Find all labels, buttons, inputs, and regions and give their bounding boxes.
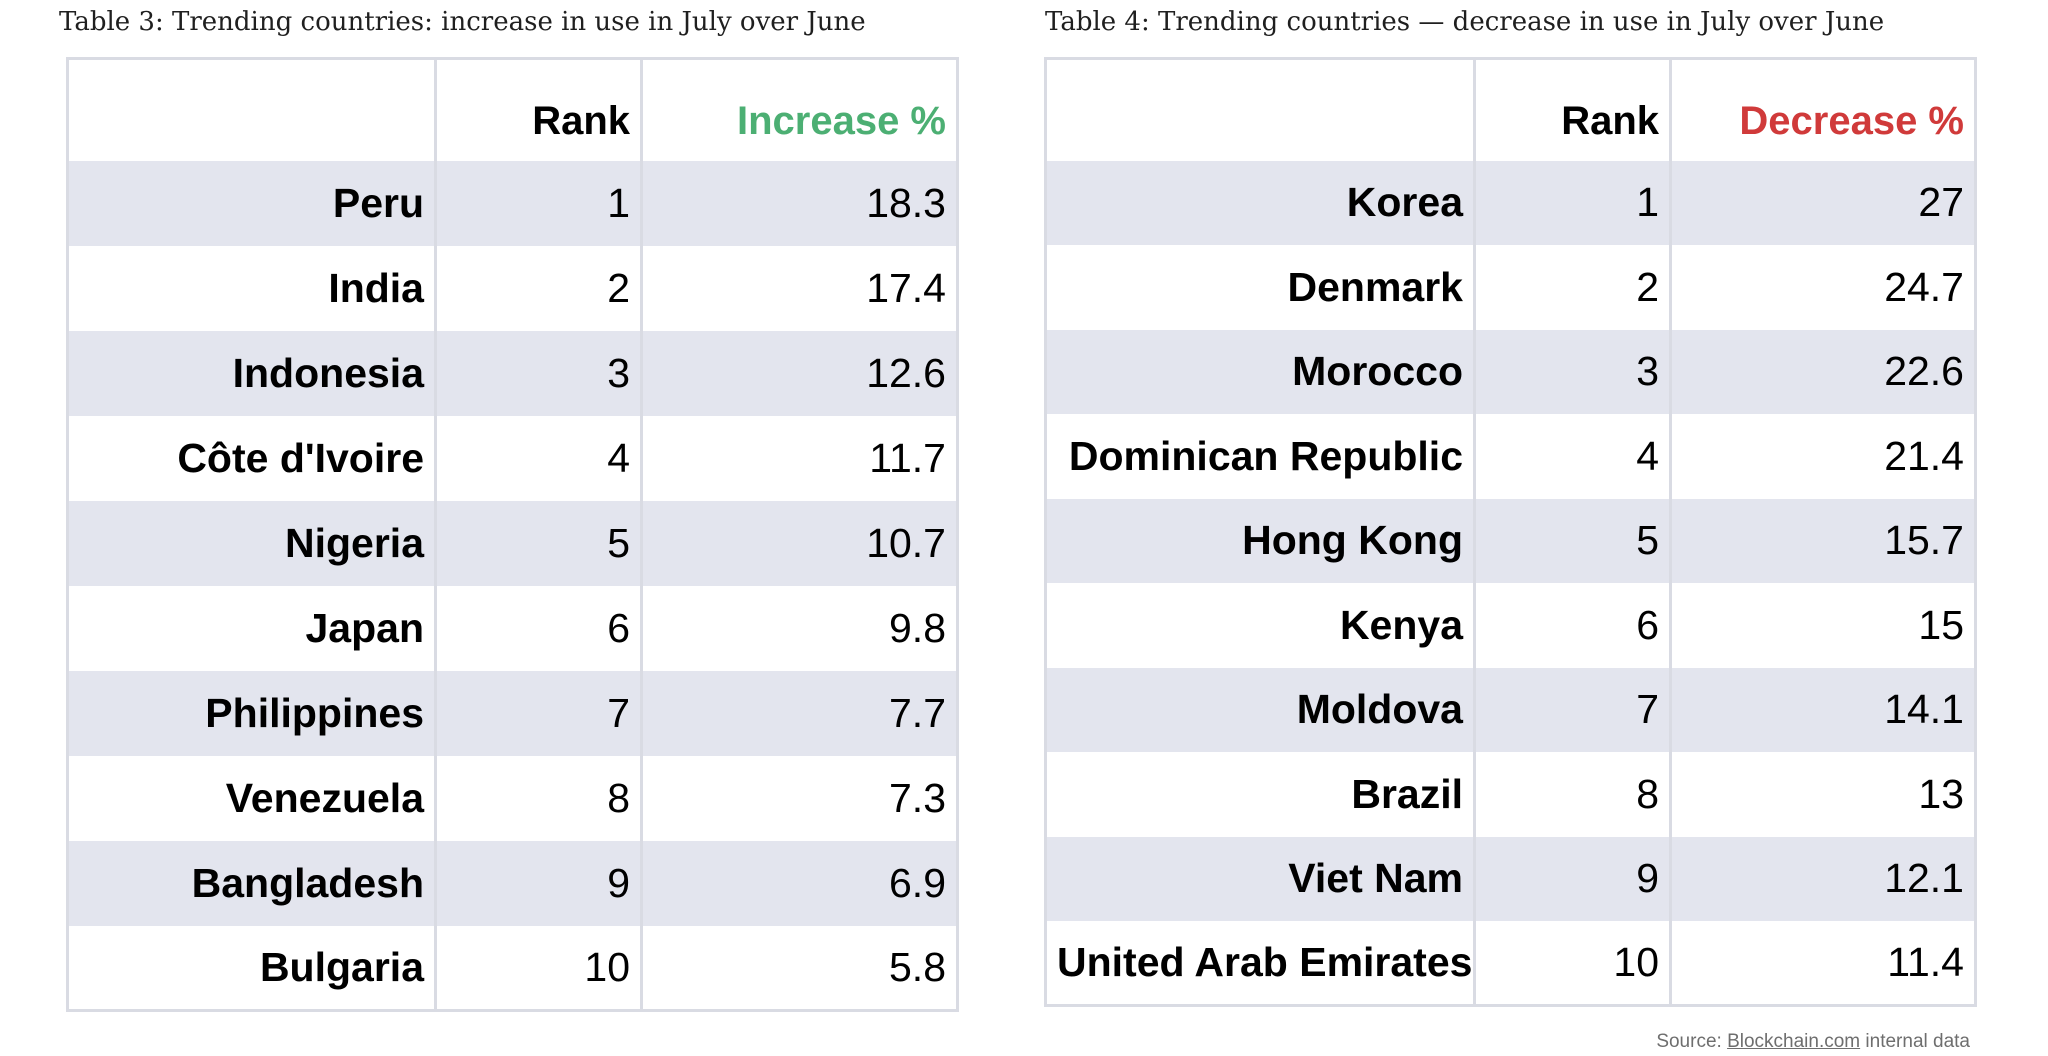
table3-row: Côte d'Ivoire 4 11.7: [66, 415, 959, 501]
rank-cell: 6: [434, 585, 643, 671]
value-cell: 27: [1669, 160, 1977, 245]
value-cell: 11.7: [640, 415, 959, 501]
country-cell: Bangladesh: [66, 840, 437, 926]
country-cell: Brazil: [1044, 752, 1476, 837]
rank-cell: 2: [434, 245, 643, 331]
source-prefix: Source:: [1656, 1031, 1728, 1052]
table4-row: Morocco 3 22.6: [1044, 329, 1977, 414]
value-cell: 21.4: [1669, 414, 1977, 499]
rank-cell: 10: [434, 925, 643, 1011]
table4-row: Viet Nam 9 12.1: [1044, 836, 1977, 921]
table3-row: Japan 6 9.8: [66, 585, 959, 671]
value-cell: 18.3: [640, 160, 959, 246]
table4-header-row: Rank Decrease %: [1044, 58, 1977, 161]
rank-cell: 1: [1473, 160, 1672, 245]
rank-cell: 7: [1473, 667, 1672, 752]
rank-cell: 9: [1473, 836, 1672, 921]
country-cell: Hong Kong: [1044, 498, 1476, 583]
value-cell: 12.6: [640, 330, 959, 416]
value-cell: 12.1: [1669, 836, 1977, 921]
rank-cell: 5: [434, 500, 643, 586]
table4-row: Kenya 6 15: [1044, 583, 1977, 668]
country-cell: Denmark: [1044, 245, 1476, 330]
table3-row: Indonesia 3 12.6: [66, 330, 959, 416]
rank-cell: 10: [1473, 921, 1672, 1006]
table3-caption: Table 3: Trending countries: increase in…: [59, 7, 866, 37]
table4-header-decrease: Decrease %: [1669, 58, 1977, 161]
table3-row: Bulgaria 10 5.8: [66, 925, 959, 1011]
source-note: Source: Blockchain.com internal data: [1656, 1031, 1970, 1053]
rank-cell: 4: [1473, 414, 1672, 499]
rank-cell: 5: [1473, 498, 1672, 583]
value-cell: 24.7: [1669, 245, 1977, 330]
value-cell: 22.6: [1669, 329, 1977, 414]
table3-row: Bangladesh 9 6.9: [66, 840, 959, 926]
rank-cell: 1: [434, 160, 643, 246]
rank-cell: 2: [1473, 245, 1672, 330]
value-cell: 11.4: [1669, 921, 1977, 1006]
country-cell: Korea: [1044, 160, 1476, 245]
table3: Rank Increase % Peru 1 18.3 India 2 17.4 Indon…: [66, 57, 959, 1012]
country-cell: Venezuela: [66, 755, 437, 841]
table4-row: Hong Kong 5 15.7: [1044, 498, 1977, 583]
table3-row: Philippines 7 7.7: [66, 670, 959, 756]
table3-header-row: Rank Increase %: [66, 58, 959, 161]
table4: Rank Decrease % Korea 1 27 Denmark 2 24.7 Moro…: [1044, 57, 1977, 1007]
country-cell: Viet Nam: [1044, 836, 1476, 921]
country-cell: Philippines: [66, 670, 437, 756]
table3-header-increase: Increase %: [640, 58, 959, 161]
table3-header-country: [66, 58, 437, 161]
rank-cell: 4: [434, 415, 643, 501]
source-suffix: internal data: [1860, 1031, 1970, 1052]
value-cell: 10.7: [640, 500, 959, 586]
value-cell: 17.4: [640, 245, 959, 331]
country-cell: India: [66, 245, 437, 331]
table3-header-rank: Rank: [434, 58, 643, 161]
table4-row: Denmark 2 24.7: [1044, 245, 1977, 330]
table4-row: Dominican Republic 4 21.4: [1044, 414, 1977, 499]
rank-cell: 8: [434, 755, 643, 841]
country-cell: Kenya: [1044, 583, 1476, 668]
rank-cell: 3: [434, 330, 643, 416]
table4-row: United Arab Emirates 10 11.4: [1044, 921, 1977, 1006]
value-cell: 15: [1669, 583, 1977, 668]
table3-row: Nigeria 5 10.7: [66, 500, 959, 586]
table4-row: Korea 1 27: [1044, 160, 1977, 245]
country-cell: Moldova: [1044, 667, 1476, 752]
table4-caption: Table 4: Trending countries — decrease i…: [1045, 7, 1885, 37]
country-cell: Indonesia: [66, 330, 437, 416]
source-link[interactable]: Blockchain.com: [1727, 1031, 1861, 1052]
country-cell: Côte d'Ivoire: [66, 415, 437, 501]
country-cell: Bulgaria: [66, 925, 437, 1011]
value-cell: 6.9: [640, 840, 959, 926]
rank-cell: 8: [1473, 752, 1672, 837]
table4-row: Moldova 7 14.1: [1044, 667, 1977, 752]
rank-cell: 6: [1473, 583, 1672, 668]
country-cell: Japan: [66, 585, 437, 671]
country-cell: Morocco: [1044, 329, 1476, 414]
table4-row: Brazil 8 13: [1044, 752, 1977, 837]
value-cell: 7.7: [640, 670, 959, 756]
value-cell: 13: [1669, 752, 1977, 837]
table4-header-country: [1044, 58, 1476, 161]
country-cell: Peru: [66, 160, 437, 246]
value-cell: 5.8: [640, 925, 959, 1011]
value-cell: 7.3: [640, 755, 959, 841]
country-cell: Nigeria: [66, 500, 437, 586]
value-cell: 9.8: [640, 585, 959, 671]
table3-row: Venezuela 8 7.3: [66, 755, 959, 841]
rank-cell: 3: [1473, 329, 1672, 414]
value-cell: 15.7: [1669, 498, 1977, 583]
table3-row: India 2 17.4: [66, 245, 959, 331]
country-cell: United Arab Emirates: [1044, 921, 1476, 1006]
country-cell: Dominican Republic: [1044, 414, 1476, 499]
rank-cell: 7: [434, 670, 643, 756]
rank-cell: 9: [434, 840, 643, 926]
table3-row: Peru 1 18.3: [66, 160, 959, 246]
value-cell: 14.1: [1669, 667, 1977, 752]
table4-header-rank: Rank: [1473, 58, 1672, 161]
